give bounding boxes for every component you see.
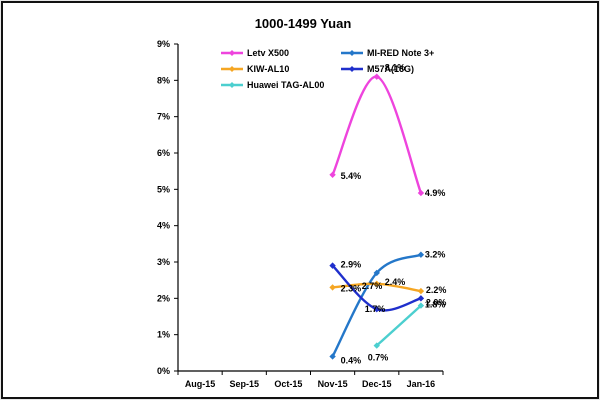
- y-tick-label: 9%: [157, 39, 170, 49]
- series-layer: [329, 73, 425, 360]
- y-tick-label: 7%: [157, 112, 170, 122]
- data-label: 1.7%: [365, 304, 386, 314]
- data-label: 2.7%: [362, 281, 383, 291]
- data-point: [329, 353, 336, 360]
- data-label: 2.4%: [385, 277, 406, 287]
- data-point: [329, 171, 336, 178]
- legend: Letv X500 MI-RED Note 3+ KIW-AL10 M57A(16G)…: [221, 48, 434, 90]
- x-tick-label: Aug-15: [185, 379, 216, 389]
- legend-item-kiw-al10: KIW-AL10: [221, 64, 289, 74]
- series-huawei-tag-al00: [373, 302, 425, 349]
- data-label: 2.3%: [341, 283, 362, 293]
- legend-label: Letv X500: [247, 48, 289, 58]
- data-label: 3.2%: [425, 250, 446, 260]
- x-tick-label: Nov-15: [318, 379, 348, 389]
- series-letv-x500: [329, 73, 425, 197]
- data-point: [373, 269, 380, 277]
- x-tick-label: Sep-15: [229, 379, 259, 389]
- x-tick-label: Jan-16: [407, 379, 436, 389]
- data-point: [417, 295, 425, 302]
- data-point: [417, 189, 425, 197]
- data-label: 8.1%: [385, 63, 406, 73]
- series-line: [375, 304, 423, 347]
- data-label: 4.9%: [425, 188, 446, 198]
- legend-marker: [229, 82, 235, 88]
- y-tick-label: 4%: [157, 221, 170, 231]
- legend-item-huawei-tag-al00: Huawei TAG-AL00: [221, 80, 324, 90]
- legend-item-letv-x500: Letv X500: [221, 48, 289, 58]
- data-point: [417, 287, 425, 295]
- data-point: [373, 73, 380, 80]
- legend-label: Huawei TAG-AL00: [247, 80, 324, 90]
- legend-item-m57a-16g: M57A(16G): [341, 64, 414, 74]
- data-point: [417, 302, 425, 309]
- y-tick-label: 3%: [157, 257, 170, 267]
- legend-marker: [349, 50, 355, 56]
- data-point: [329, 262, 336, 269]
- axes: 0% 1% 2% 3% 4% 5% 6% 7% 8% 9% Aug-15 Sep-15 Oct-15 No…: [157, 39, 444, 389]
- y-tick-label: 2%: [157, 293, 170, 303]
- legend-label: M57A(16G): [367, 64, 414, 74]
- series-m57a-16g: [329, 262, 425, 313]
- y-tick-label: 8%: [157, 75, 170, 85]
- legend-marker: [229, 50, 235, 56]
- y-tick-label: 5%: [157, 184, 170, 194]
- data-label: 2.2%: [426, 285, 447, 295]
- data-point: [373, 306, 380, 313]
- legend-marker: [349, 66, 355, 72]
- x-tick-label: Oct-15: [274, 379, 302, 389]
- x-tick-label: Dec-15: [362, 379, 392, 389]
- legend-label: MI-RED Note 3+: [367, 48, 434, 58]
- data-point: [373, 342, 380, 349]
- legend-marker: [229, 66, 235, 72]
- chart-title: 1000-1499 Yuan: [255, 16, 352, 31]
- data-label: 2.9%: [341, 260, 362, 270]
- y-tick-label: 0%: [157, 366, 170, 376]
- data-label: 1.8%: [425, 300, 446, 310]
- legend-label: KIW-AL10: [247, 64, 289, 74]
- data-label: 0.4%: [341, 355, 362, 365]
- series-kiw-al10: [329, 280, 425, 295]
- y-tick-label: 1%: [157, 330, 170, 340]
- data-label: 0.7%: [368, 353, 389, 363]
- legend-item-mi-red-note-3: MI-RED Note 3+: [341, 48, 434, 58]
- y-tick-label: 6%: [157, 148, 170, 158]
- data-label: 2.0%: [426, 297, 447, 307]
- data-label: 5.4%: [341, 171, 362, 181]
- data-point: [417, 251, 425, 258]
- data-point: [373, 280, 380, 287]
- data-labels: 5.4% 8.1% 4.9% 0.4% 2.7% 3.2% 2.3% 2.4% 2.2% 2.9%…: [341, 63, 447, 366]
- data-point: [329, 284, 336, 291]
- line-chart: 1000-1499 Yuan 0% 1% 2% 3% 4% 5% 6% 7% 8% 9% Aug-1…: [157, 16, 447, 389]
- series-mi-red-note-3: [329, 251, 425, 360]
